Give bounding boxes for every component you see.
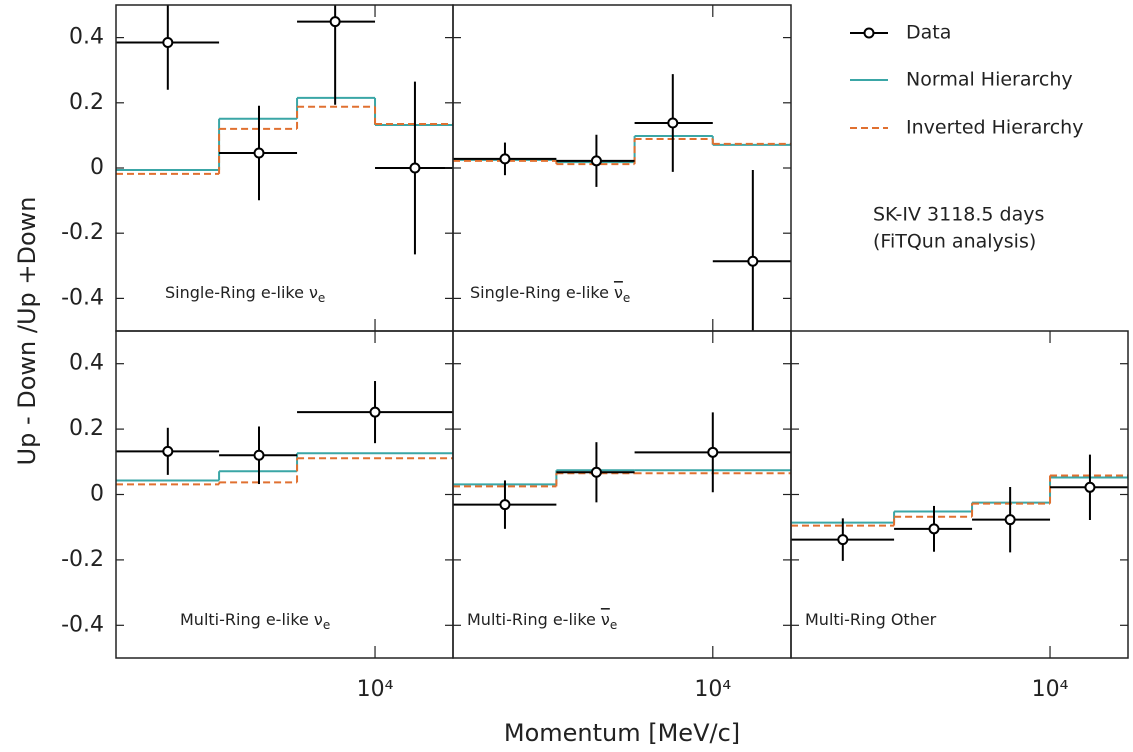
y-tick-label: -0.4 xyxy=(61,285,104,310)
legend-label: Normal Hierarchy xyxy=(906,69,1073,91)
y-tick-label: 0.2 xyxy=(69,416,104,441)
panel xyxy=(116,5,453,255)
legend-marker xyxy=(863,27,875,39)
panel-label-particle: ν xyxy=(601,610,610,629)
panel-label: Single-Ring e-like νe xyxy=(470,283,630,305)
panel-label-text: Single-Ring e-like xyxy=(470,283,609,302)
x-tick-label: 10⁴ xyxy=(357,677,394,702)
data-point xyxy=(369,406,381,418)
annotation: SK-IV 3118.5 days xyxy=(873,204,1044,226)
legend-label: Inverted Hierarchy xyxy=(906,117,1083,139)
data-point xyxy=(928,523,940,535)
data-point xyxy=(329,16,341,28)
panel xyxy=(116,381,453,486)
y-tick-label: -0.4 xyxy=(61,612,104,637)
panel-label-text: Multi-Ring e-like xyxy=(467,610,596,629)
data-point xyxy=(1084,481,1096,493)
panel-label-sub: e xyxy=(323,618,330,632)
y-tick-label: 0 xyxy=(90,155,104,180)
data-point xyxy=(590,466,602,478)
y-axis-label: Up - Down /Up +Down xyxy=(13,197,41,466)
panel-label: Multi-Ring e-like νe xyxy=(467,610,617,632)
panel xyxy=(453,412,791,529)
panel-label-particle: ν xyxy=(314,610,323,629)
panel-label-text: Multi-Ring Other xyxy=(805,610,937,629)
data-point xyxy=(590,155,602,167)
panel-label-particle: ν xyxy=(309,283,318,302)
data-point xyxy=(409,162,421,174)
panel xyxy=(453,74,791,331)
data-point xyxy=(837,534,849,546)
data-point xyxy=(1004,514,1016,526)
x-tick-label: 10⁴ xyxy=(694,677,731,702)
panel-label-sub: e xyxy=(610,618,617,632)
y-tick-label: 0.2 xyxy=(69,90,104,115)
panel-label-text: Single-Ring e-like xyxy=(165,283,304,302)
data-point xyxy=(747,255,759,267)
y-tick-label: -0.2 xyxy=(61,547,104,572)
y-tick-label: 0.4 xyxy=(69,25,104,50)
panel-label-particle: ν xyxy=(614,283,623,302)
data-point xyxy=(499,499,511,511)
panel-label-text: Multi-Ring e-like xyxy=(180,610,309,629)
panel-label-sub: e xyxy=(623,291,630,305)
data-point xyxy=(499,153,511,165)
x-tick-label: 10⁴ xyxy=(1032,677,1069,702)
data-point xyxy=(162,36,174,48)
legend-label: Data xyxy=(906,22,951,44)
panel-label-sub: e xyxy=(318,291,325,305)
y-tick-label: 0.4 xyxy=(69,351,104,376)
panel-label: Multi-Ring Other xyxy=(805,610,937,629)
data-point xyxy=(667,117,679,129)
panel xyxy=(791,454,1128,561)
data-point xyxy=(707,446,719,458)
x-axis-label: Momentum [MeV/c] xyxy=(504,719,740,747)
panel-label: Multi-Ring e-like νe xyxy=(180,610,330,632)
data-point xyxy=(253,449,265,461)
annotation: (FiTQun analysis) xyxy=(873,231,1036,253)
panel-label: Single-Ring e-like νe xyxy=(165,283,325,305)
data-point xyxy=(162,445,174,457)
y-tick-label: -0.2 xyxy=(61,220,104,245)
data-point xyxy=(253,147,265,159)
panel-frame xyxy=(790,330,1129,659)
y-tick-label: 0 xyxy=(90,482,104,507)
